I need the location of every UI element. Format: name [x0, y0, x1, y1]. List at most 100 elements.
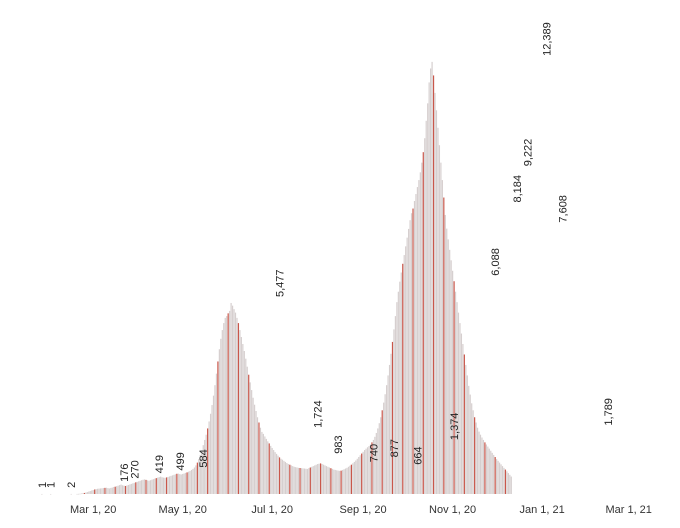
bar: [403, 255, 405, 494]
bar: [97, 488, 99, 494]
bar: [256, 417, 259, 494]
bar: [293, 466, 295, 494]
bar: [346, 467, 348, 494]
data-label: 877: [389, 439, 401, 457]
bar: [284, 461, 286, 494]
bar: [311, 466, 313, 494]
bar: [352, 463, 354, 494]
bar: [243, 350, 245, 494]
bar: [408, 228, 410, 494]
bar: [309, 467, 311, 494]
bar: [504, 469, 507, 494]
bar: [400, 272, 402, 494]
bar: [340, 470, 342, 494]
data-label: 740: [368, 444, 380, 462]
bar: [190, 469, 193, 494]
bar: [371, 442, 373, 494]
bar: [138, 481, 140, 494]
bar: [83, 492, 86, 494]
bar: [496, 459, 498, 494]
bar: [456, 302, 458, 494]
data-label: 270: [129, 460, 141, 478]
bar: [388, 364, 391, 494]
bar: [202, 445, 204, 494]
bar: [440, 162, 442, 494]
bar: [76, 493, 78, 495]
bar: [359, 455, 361, 494]
bar: [438, 145, 441, 494]
bar: [255, 410, 257, 494]
bar: [116, 486, 118, 494]
bar: [463, 354, 465, 494]
bar: [129, 484, 131, 494]
bar: [91, 490, 93, 494]
bar: [449, 249, 451, 494]
bar: [506, 471, 508, 494]
bar: [70, 493, 72, 495]
bar: [314, 465, 316, 494]
bar: [497, 460, 499, 494]
bar: [185, 472, 187, 494]
bar: [399, 281, 401, 494]
bar: [324, 465, 326, 494]
bar: [148, 480, 150, 494]
bar: [105, 487, 108, 494]
bar: [114, 486, 116, 494]
bar: [292, 466, 294, 494]
bar: [355, 460, 357, 494]
bar: [104, 487, 106, 494]
bar: [253, 404, 256, 494]
bar: [252, 397, 254, 494]
bar: [136, 481, 138, 494]
bar: [299, 468, 301, 494]
bar: [428, 82, 430, 495]
bar: [339, 470, 341, 494]
bar: [142, 479, 144, 494]
bar: [402, 263, 404, 494]
bar: [430, 68, 432, 495]
bar: [501, 466, 504, 494]
bar: [236, 317, 238, 494]
bar: [290, 465, 292, 494]
data-label: 8,184: [512, 175, 524, 203]
bar: [432, 75, 435, 494]
bar: [300, 468, 303, 494]
bar: [447, 239, 449, 494]
bar: [155, 478, 157, 494]
bar: [393, 329, 395, 494]
bar: [120, 484, 122, 494]
bar: [315, 464, 317, 494]
bar: [258, 422, 260, 494]
bar: [405, 246, 407, 494]
bar: [208, 421, 210, 494]
bar: [207, 428, 209, 494]
bar: [108, 488, 110, 494]
bar: [192, 468, 194, 494]
bar: [381, 410, 383, 494]
bar: [431, 61, 433, 495]
bar: [171, 475, 174, 494]
x-tick-label: May 1, 20: [159, 504, 207, 516]
bar: [421, 162, 423, 494]
bar: [113, 487, 115, 494]
bar: [366, 447, 369, 494]
bar: [183, 473, 185, 494]
bar: [85, 492, 87, 494]
bar: [102, 488, 105, 494]
bar: [297, 467, 300, 494]
bar: [368, 446, 370, 494]
bar: [223, 323, 225, 494]
bar: [302, 468, 304, 494]
bar: [196, 462, 198, 494]
bar: [240, 337, 242, 494]
bar: [270, 445, 272, 494]
bar: [41, 493, 43, 495]
data-label: 584: [198, 449, 210, 467]
bar: [180, 474, 182, 494]
bar: [107, 488, 109, 494]
bar: [209, 413, 212, 494]
bar: [226, 316, 228, 494]
bar: [111, 487, 113, 494]
bar: [425, 120, 427, 494]
bar: [472, 410, 474, 494]
